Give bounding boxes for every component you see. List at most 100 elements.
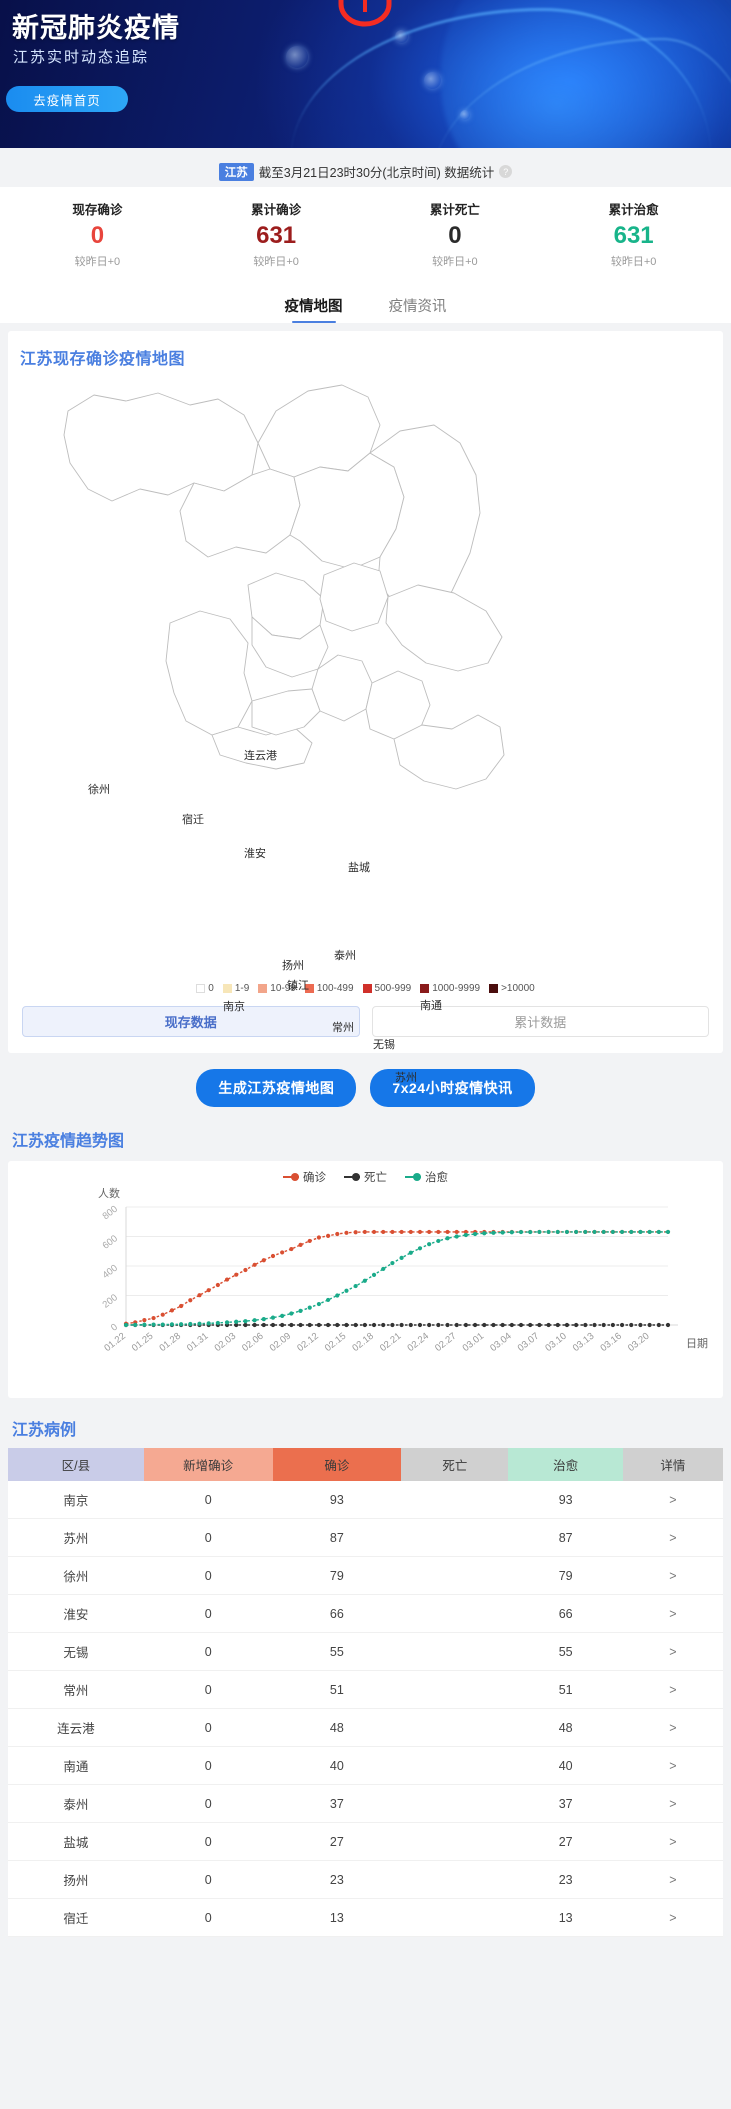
svg-text:日期: 日期 bbox=[686, 1337, 708, 1350]
svg-text:02.12: 02.12 bbox=[295, 1331, 321, 1354]
stat-total-confirmed: 累计确诊 631 较昨日+0 bbox=[187, 199, 366, 269]
virus-icon bbox=[286, 46, 308, 68]
detail-cell[interactable]: > bbox=[622, 1746, 723, 1785]
svg-text:400: 400 bbox=[101, 1263, 120, 1281]
chart-card: 确诊 死亡 治愈 人数 0 200 400 600 800 01.22 01.25 01.28 0… bbox=[8, 1161, 723, 1398]
confirmed-cell: 40 bbox=[272, 1746, 402, 1785]
region-nantong bbox=[385, 584, 503, 672]
map-label-huaian: 淮安 bbox=[244, 848, 266, 860]
detail-cell[interactable]: > bbox=[622, 1518, 723, 1557]
legend-swatch bbox=[420, 984, 430, 993]
deaths-cell bbox=[401, 1860, 509, 1899]
map-label-wuxi: 无锡 bbox=[373, 1039, 395, 1051]
table-row[interactable]: 无锡 0 55 55 > bbox=[8, 1632, 723, 1671]
legend-cured[interactable]: 治愈 bbox=[405, 1169, 448, 1185]
table-row[interactable]: 南通 0 40 40 > bbox=[8, 1746, 723, 1785]
table-row[interactable]: 宿迁 0 13 13 > bbox=[8, 1898, 723, 1937]
region-cell: 徐州 bbox=[8, 1556, 144, 1595]
region-filler-south bbox=[211, 726, 313, 770]
table-row[interactable]: 淮安 0 66 66 > bbox=[8, 1594, 723, 1633]
col-region[interactable]: 区/县 bbox=[8, 1448, 144, 1481]
detail-cell[interactable]: > bbox=[622, 1556, 723, 1595]
confirmed-cell: 48 bbox=[272, 1708, 402, 1747]
legend-item: 1-9 bbox=[222, 983, 249, 994]
legend-label: 100-499 bbox=[316, 983, 354, 994]
svg-text:02.15: 02.15 bbox=[323, 1331, 349, 1354]
case-table-card: 区/县 新增确诊 确诊 死亡 治愈 详情 南京 0 93 93 > 苏州 0 87 87 > 徐州 0… bbox=[8, 1448, 723, 1937]
epidemic-page: 新冠肺炎疫情 江苏实时动态追踪 去疫情首页 江苏 截至3月21日23时30分(北… bbox=[0, 0, 731, 1937]
legend-confirmed[interactable]: 确诊 bbox=[283, 1169, 326, 1185]
detail-cell[interactable]: > bbox=[622, 1670, 723, 1709]
col-confirmed[interactable]: 确诊 bbox=[272, 1448, 402, 1481]
detail-cell[interactable]: > bbox=[622, 1898, 723, 1937]
table-row[interactable]: 苏州 0 87 87 > bbox=[8, 1518, 723, 1557]
svg-text:01.25: 01.25 bbox=[130, 1331, 156, 1354]
map-label-suzhou: 苏州 bbox=[395, 1072, 417, 1084]
detail-cell[interactable]: > bbox=[622, 1594, 723, 1633]
detail-cell[interactable]: > bbox=[622, 1632, 723, 1671]
detail-cell[interactable]: > bbox=[622, 1860, 723, 1899]
divider bbox=[0, 1398, 731, 1406]
detail-cell[interactable]: > bbox=[622, 1708, 723, 1747]
crosshair-icon bbox=[338, 0, 392, 27]
table-title: 江苏病例 bbox=[12, 1422, 77, 1439]
confirmed-cell: 51 bbox=[272, 1670, 402, 1709]
table-row[interactable]: 徐州 0 79 79 > bbox=[8, 1556, 723, 1595]
virus-icon bbox=[460, 110, 470, 120]
legend-item: 100-499 bbox=[304, 983, 354, 994]
svg-text:02.06: 02.06 bbox=[240, 1331, 266, 1354]
cured-cell: 23 bbox=[508, 1860, 623, 1899]
legend-deaths[interactable]: 死亡 bbox=[344, 1169, 387, 1185]
svg-text:02.27: 02.27 bbox=[433, 1331, 459, 1354]
stat-value: 0 bbox=[90, 222, 105, 249]
table-row[interactable]: 泰州 0 37 37 > bbox=[8, 1784, 723, 1823]
tab-epidemic-news[interactable]: 疫情资讯 bbox=[388, 299, 447, 315]
map-svg[interactable]: 连云港 bbox=[8, 371, 723, 981]
trend-chart-svg[interactable]: 人数 0 200 400 600 800 01.22 01.25 01.28 01.31 02.03… bbox=[8, 1185, 723, 1390]
legend-label: 1000-9999 bbox=[432, 983, 481, 994]
region-suzhou bbox=[393, 714, 505, 790]
new-confirmed-cell: 0 bbox=[143, 1632, 273, 1671]
go-home-button[interactable]: 去疫情首页 bbox=[6, 86, 128, 112]
new-confirmed-cell: 0 bbox=[143, 1481, 273, 1519]
deaths-cell bbox=[401, 1481, 509, 1519]
toggle-cumulative-data[interactable]: 累计数据 bbox=[371, 1006, 709, 1037]
legend-item: 1000-9999 bbox=[420, 983, 480, 994]
col-cured[interactable]: 治愈 bbox=[508, 1448, 623, 1481]
tab-epidemic-map[interactable]: 疫情地图 bbox=[285, 295, 343, 323]
cured-cell: 27 bbox=[508, 1822, 623, 1861]
toggle-current-data[interactable]: 现存数据 bbox=[22, 1006, 360, 1037]
generate-map-button[interactable]: 生成江苏疫情地图 bbox=[196, 1069, 357, 1107]
jiangsu-map[interactable]: 连云港 连云港 徐州 宿迁 淮安 盐城 扬州 泰州 镇江 南京 常州 无锡 南通… bbox=[8, 371, 723, 1084]
detail-cell[interactable]: > bbox=[622, 1822, 723, 1861]
confirmed-cell: 23 bbox=[272, 1860, 402, 1899]
col-dead[interactable]: 死亡 bbox=[401, 1448, 509, 1481]
table-row[interactable]: 南京 0 93 93 > bbox=[8, 1481, 723, 1519]
cured-cell: 79 bbox=[508, 1556, 623, 1595]
trend-chart[interactable]: 人数 0 200 400 600 800 01.22 01.25 01.28 01.31 02.03… bbox=[8, 1185, 723, 1390]
region-zhenjiang bbox=[251, 616, 329, 678]
svg-text:200: 200 bbox=[101, 1292, 120, 1310]
stat-delta: 较昨日+0 bbox=[74, 256, 121, 268]
table-row[interactable]: 连云港 0 48 48 > bbox=[8, 1708, 723, 1747]
news-flash-button[interactable]: 7x24小时疫情快讯 bbox=[370, 1069, 535, 1107]
legend-label: 10-99 bbox=[270, 983, 296, 994]
region-changzhou bbox=[311, 654, 373, 722]
legend-swatch bbox=[196, 984, 206, 993]
help-icon[interactable]: ? bbox=[499, 165, 513, 178]
detail-cell[interactable]: > bbox=[622, 1784, 723, 1823]
table-row[interactable]: 常州 0 51 51 > bbox=[8, 1670, 723, 1709]
new-confirmed-cell: 0 bbox=[143, 1670, 273, 1709]
col-new[interactable]: 新增确诊 bbox=[143, 1448, 273, 1481]
col-detail[interactable]: 详情 bbox=[622, 1448, 723, 1481]
legend-item: >10000 bbox=[489, 983, 535, 994]
table-row[interactable]: 盐城 0 27 27 > bbox=[8, 1822, 723, 1861]
virus-icon bbox=[424, 72, 441, 89]
detail-cell[interactable]: > bbox=[622, 1481, 723, 1519]
legend-swatch bbox=[362, 984, 372, 993]
svg-text:02.09: 02.09 bbox=[268, 1331, 294, 1354]
table-row[interactable]: 扬州 0 23 23 > bbox=[8, 1860, 723, 1899]
stat-value: 0 bbox=[448, 222, 462, 249]
legend-swatch bbox=[489, 984, 499, 993]
svg-text:03.07: 03.07 bbox=[516, 1331, 542, 1354]
